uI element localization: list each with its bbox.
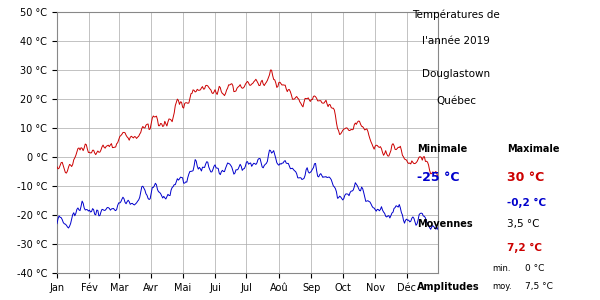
Text: 7,2 °C: 7,2 °C [507,243,542,253]
Text: Québec: Québec [436,96,476,106]
Text: l'année 2019: l'année 2019 [422,36,490,46]
Text: Maximale: Maximale [507,144,560,154]
Text: Moyennes: Moyennes [417,219,473,229]
Text: 7,5 °C: 7,5 °C [525,282,553,291]
Text: moy.: moy. [492,282,512,291]
Text: min.: min. [492,264,511,273]
Text: Amplitudes: Amplitudes [417,282,479,292]
Text: Minimale: Minimale [417,144,467,154]
Text: -25 °C: -25 °C [417,171,460,184]
Text: Douglastown: Douglastown [422,69,490,79]
Text: Températures de: Températures de [412,9,500,20]
Text: -0,2 °C: -0,2 °C [507,198,546,208]
Text: 3,5 °C: 3,5 °C [507,219,539,229]
Text: 30 °C: 30 °C [507,171,544,184]
Text: 0 °C: 0 °C [525,264,544,273]
